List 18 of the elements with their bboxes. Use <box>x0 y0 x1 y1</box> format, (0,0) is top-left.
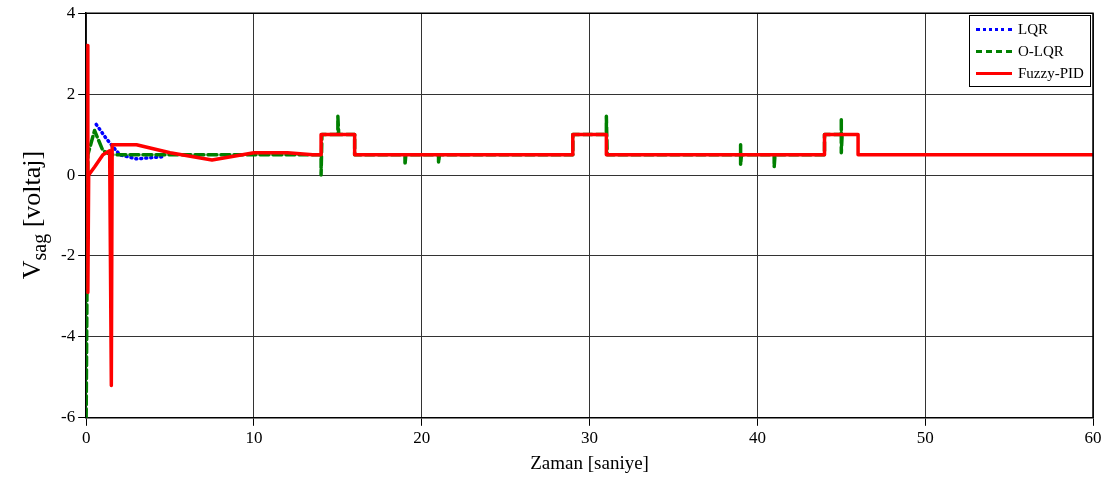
line-series <box>94 122 164 161</box>
y-tick-label: -6 <box>60 407 76 427</box>
x-tick-label: 20 <box>413 428 431 448</box>
x-tick-label: 40 <box>748 428 766 448</box>
y-tick-label: -2 <box>60 245 76 265</box>
y-tick-label: 0 <box>66 164 76 184</box>
y-tick-label: 2 <box>66 83 76 103</box>
x-tick-label: 30 <box>581 428 599 448</box>
x-tick-label: 60 <box>1084 428 1102 448</box>
y-tick-label: 4 <box>66 2 76 22</box>
x-axis-title: Zaman [saniye] <box>530 451 649 473</box>
x-tick-label: 50 <box>916 428 934 448</box>
x-tick-label: 10 <box>245 428 263 448</box>
x-tick-label: 0 <box>81 428 91 448</box>
legend-label: LQR <box>1018 20 1048 38</box>
legend-label: Fuzzy-PID <box>1018 64 1084 82</box>
y-tick-label: -4 <box>60 326 76 346</box>
legend-label: O-LQR <box>1018 42 1064 60</box>
